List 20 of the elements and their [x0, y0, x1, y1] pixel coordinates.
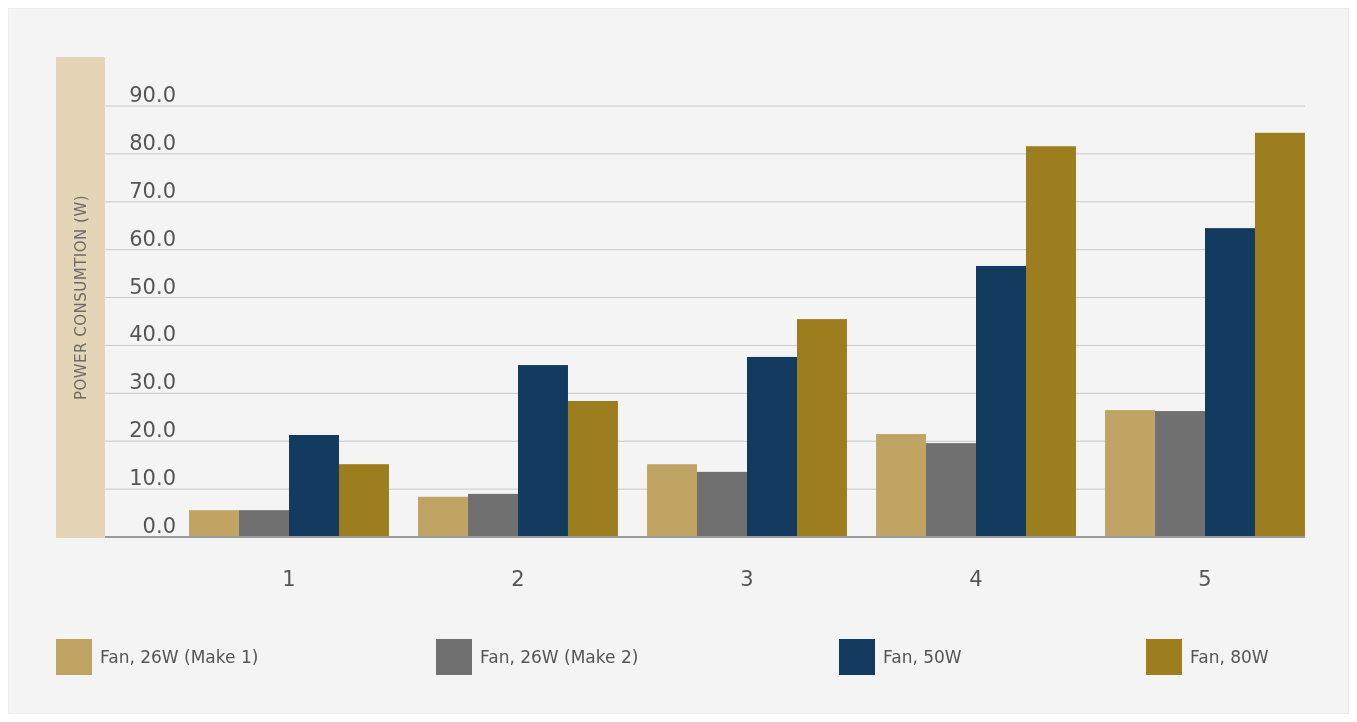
- y-tick-label: 10.0: [129, 466, 176, 491]
- y-tick-label: 50.0: [129, 274, 176, 299]
- legend-label: Fan, 26W (Make 2): [480, 647, 639, 667]
- x-tick-label: 5: [1198, 567, 1212, 591]
- legend-label: Fan, 26W (Make 1): [100, 647, 259, 667]
- y-tick-label: 60.0: [129, 226, 176, 251]
- x-tick-label: 2: [511, 567, 525, 591]
- y-tick-label: 80.0: [129, 130, 176, 155]
- x-tick-label: 4: [969, 567, 983, 591]
- x-tick-label: 3: [740, 567, 754, 591]
- x-tick-label: 1: [282, 567, 296, 591]
- y-tick-label: 70.0: [129, 178, 176, 203]
- y-axis-title: POWER CONSUMTION (W): [72, 194, 90, 401]
- y-tick-label: 0.0: [142, 514, 176, 538]
- y-tick-label: 30.0: [129, 370, 176, 395]
- legend-label: Fan, 80W: [1190, 647, 1269, 667]
- y-tick-label: 90.0: [129, 83, 176, 107]
- y-tick-label: 40.0: [129, 322, 176, 347]
- legend-label: Fan, 50W: [883, 647, 962, 667]
- y-tick-label: 20.0: [129, 418, 176, 443]
